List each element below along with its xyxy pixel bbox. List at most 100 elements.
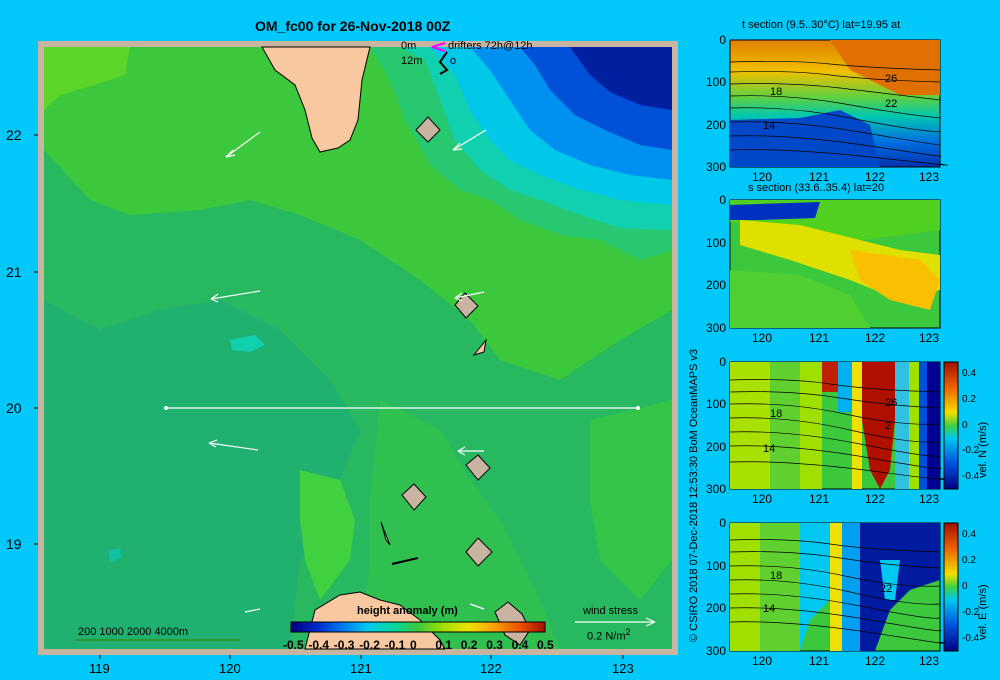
- contour-label: 26: [885, 73, 898, 85]
- ve-band: [730, 523, 760, 651]
- colorbar-tick: 0.1: [435, 638, 453, 652]
- s-fresh-patch: [730, 202, 820, 220]
- map-y-tick: 21: [6, 264, 22, 280]
- panel-x-tick: 121: [809, 492, 830, 506]
- panel-cbar-tick: 0: [962, 581, 968, 592]
- colorbar-tick: 0: [410, 638, 417, 652]
- s-salty-patch: [850, 250, 940, 310]
- ve-band: [830, 523, 842, 651]
- colorbar-title: height anomaly (m): [357, 605, 458, 617]
- field-patch: [230, 335, 265, 352]
- panel-cbar-tick: 0.2: [962, 555, 976, 566]
- contour-label: 22: [880, 583, 893, 595]
- colorbar-tick: 0.2: [460, 638, 478, 652]
- island: [472, 338, 487, 356]
- panel-x-tick: 121: [809, 170, 830, 184]
- island: [465, 537, 493, 567]
- panel-x-tick: 122: [865, 331, 886, 345]
- panel-s-section: [729, 199, 941, 329]
- map-title: OM_fc00 for 26-Nov-2018 00Z: [255, 18, 451, 34]
- panel-x-tick: 122: [865, 170, 886, 184]
- panel-x-tick: 123: [919, 170, 940, 184]
- colorbar-tick: -0.1: [384, 638, 406, 652]
- panel-cbar-tick: -0.4: [962, 471, 980, 482]
- vn-band: [862, 362, 895, 489]
- vn-band: [770, 362, 800, 489]
- map-x-tick: 121: [350, 661, 372, 676]
- drifter-legend-mark-0m: [431, 42, 446, 52]
- land-taiwan: [261, 46, 371, 153]
- panel-x-tick: 120: [752, 654, 773, 668]
- colorbar-tick: 0.4: [511, 638, 529, 652]
- contour-label: 18: [770, 408, 783, 420]
- vn-band: [852, 362, 862, 489]
- colorbar-tick: -0.3: [333, 638, 355, 652]
- panel-y-tick: 100: [705, 397, 726, 412]
- vn-band: [838, 362, 852, 412]
- wind-arrow-head: [454, 292, 463, 302]
- map-x-tick: 120: [219, 661, 241, 676]
- ve-cbar-label: vel. E (m/s): [977, 584, 989, 640]
- ve-band: [842, 523, 860, 651]
- wind-arrow: [454, 291, 485, 299]
- island: [401, 483, 427, 511]
- panel-ve-section: [729, 522, 959, 652]
- colorbar: [290, 621, 546, 633]
- panel-cbar-tick: 0.4: [962, 368, 976, 379]
- ve-band: [760, 523, 800, 651]
- field-patch: [300, 470, 355, 600]
- panel-vn-section: [729, 361, 959, 490]
- island: [391, 557, 419, 565]
- drifter-mark: o: [450, 55, 457, 67]
- panel-y-tick: 0: [719, 355, 726, 369]
- field-patch: [108, 548, 122, 562]
- map-x-tick: 119: [89, 661, 110, 676]
- colorbar-tick: 0.3: [486, 638, 503, 652]
- contour-label: 18: [770, 86, 783, 98]
- vn-band: [730, 362, 770, 489]
- colorbar-tick: -0.4: [308, 638, 330, 652]
- panel-cbar-tick: 0: [962, 419, 968, 431]
- panel-y-tick: 300: [705, 321, 726, 335]
- map-x-tick: 123: [612, 661, 634, 676]
- contour-label: 18: [770, 570, 783, 582]
- field-patch: [44, 47, 130, 110]
- colorbar-ticks: -0.5 -0.4 -0.3 -0.2 -0.1 0 0.1 0.2 0.3 0.4 0.5: [280, 638, 560, 652]
- wind-arrow: [244, 608, 261, 613]
- panel-x-tick: 120: [752, 492, 773, 506]
- field-patch: [570, 47, 672, 110]
- panel-t-section: [729, 39, 948, 168]
- section-line-end: [636, 406, 640, 410]
- land-luzon: [304, 591, 446, 650]
- wind-scale-arrow-head: [645, 617, 656, 627]
- wind-arrow-head: [210, 293, 219, 303]
- section-line-start: [164, 406, 168, 410]
- panel-y-tick: 100: [705, 558, 726, 573]
- panel-x-tick: 120: [752, 170, 773, 184]
- panel-cbar-tick: 0.2: [962, 393, 976, 405]
- contour-label: 14: [763, 120, 776, 132]
- panel-cbar-tick: -0.4: [962, 633, 980, 644]
- panel-y-tick: 0: [719, 193, 726, 207]
- field-patch: [590, 400, 672, 600]
- wind-arrow: [210, 290, 261, 300]
- panel-y-tick: 300: [705, 644, 726, 658]
- wind-arrow-head: [208, 439, 218, 448]
- panel-x-tick: 121: [809, 331, 830, 345]
- field-patch: [360, 400, 560, 649]
- wind-arrow: [469, 603, 485, 610]
- map-x-tick-marks: [99, 655, 624, 659]
- panel-x-tick: 120: [752, 331, 773, 345]
- panel-x-tick: 123: [919, 331, 940, 345]
- vn-band: [822, 362, 838, 392]
- legend-0m: 0m: [401, 40, 417, 52]
- panel-x-tick: 123: [919, 654, 940, 668]
- panel-y-tick: 300: [705, 160, 726, 174]
- wind-arrow-head: [452, 142, 463, 151]
- panel-cbar-tick: -0.2: [962, 607, 980, 618]
- wind-arrows: [208, 129, 656, 627]
- panel-y-tick: 0: [719, 33, 726, 47]
- s-patch: [730, 270, 870, 328]
- vn-band: [919, 362, 927, 489]
